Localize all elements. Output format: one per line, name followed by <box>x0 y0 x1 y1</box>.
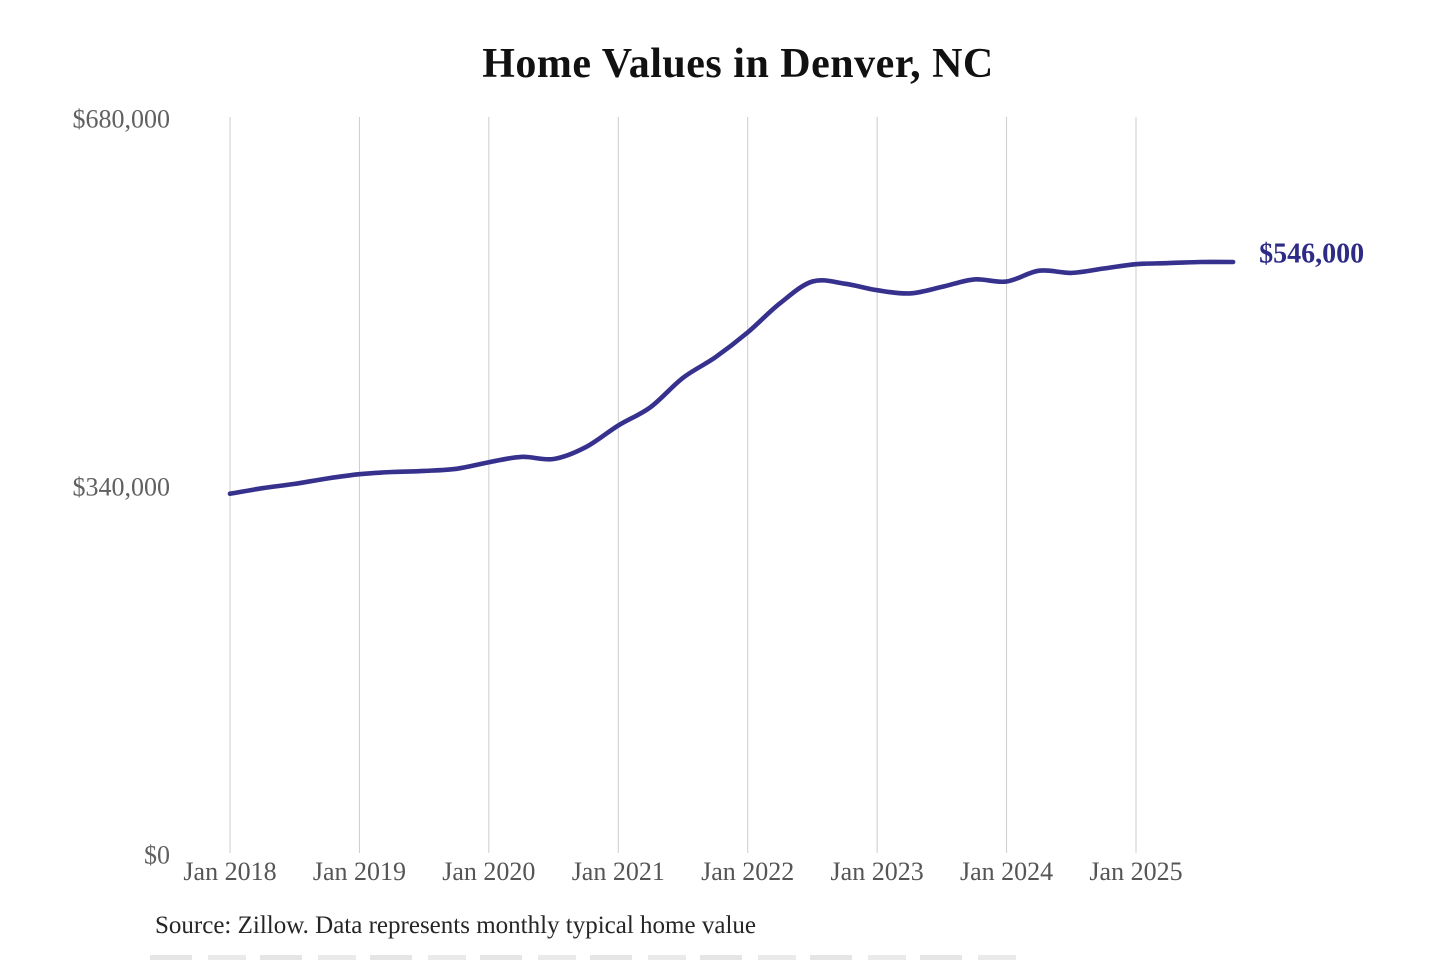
x-axis-tick-labels: Jan 2018 Jan 2019 Jan 2020 Jan 2021 Jan 2022… <box>183 857 1182 886</box>
chart-title: Home Values in Denver, NC <box>482 41 994 87</box>
cropped-text-remnant <box>150 955 1030 960</box>
x-tick-label: Jan 2023 <box>831 857 924 886</box>
y-tick-label: $340,000 <box>73 473 171 502</box>
x-tick-label: Jan 2020 <box>442 857 535 886</box>
y-tick-label: $0 <box>144 841 170 870</box>
x-tick-label: Jan 2024 <box>960 857 1053 886</box>
x-tick-label: Jan 2022 <box>701 857 794 886</box>
x-tick-label: Jan 2018 <box>183 857 276 886</box>
source-note: Source: Zillow. Data represents monthly … <box>155 912 756 939</box>
x-tick-label: Jan 2021 <box>572 857 665 886</box>
y-tick-label: $680,000 <box>73 105 171 134</box>
x-tick-label: Jan 2025 <box>1089 857 1182 886</box>
vertical-gridlines <box>229 117 1137 853</box>
latest-value-label: $546,000 <box>1259 239 1364 270</box>
y-axis-tick-labels: $680,000 $340,000 $0 <box>73 105 171 870</box>
home-value-line-series <box>227 259 1236 496</box>
x-tick-label: Jan 2019 <box>313 857 406 886</box>
